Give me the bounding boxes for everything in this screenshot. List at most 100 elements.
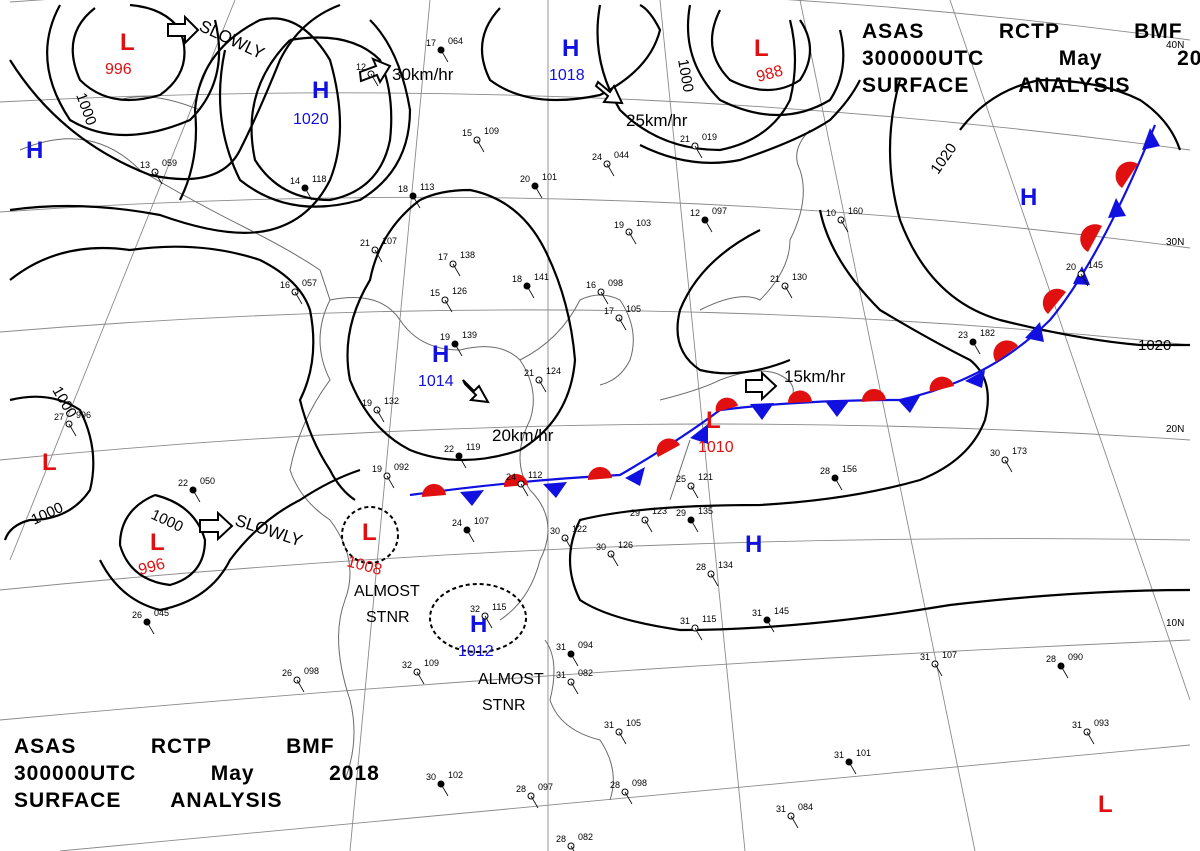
station-pressure: 050 — [200, 476, 215, 486]
wind-barb — [294, 291, 303, 305]
dashed-isobar — [341, 506, 399, 564]
station-temp: 21 — [524, 368, 534, 378]
wind-barb — [1080, 273, 1089, 287]
isobar — [596, 4, 797, 152]
wind-barb — [690, 519, 699, 533]
station-pressure: 059 — [162, 158, 177, 168]
station-pressure: 122 — [572, 524, 587, 534]
station-report: 18 141 — [512, 272, 549, 299]
station-pressure: 090 — [1068, 652, 1083, 662]
wind-barb — [644, 519, 653, 533]
station-report: 20 101 — [520, 172, 557, 199]
motion-label: 15km/hr — [784, 367, 846, 386]
stationary-label: ALMOST — [478, 671, 544, 688]
station-pressure: 102 — [448, 770, 463, 780]
station-report: 20 145 — [1066, 260, 1103, 287]
front-line — [409, 124, 1157, 497]
latitude-label: 20N — [1166, 424, 1184, 435]
pressure-center-values: 996 1020 1018 988 1014 996 1008 1012 101… — [105, 61, 785, 660]
station-temp: 30 — [990, 448, 1000, 458]
high-center: H — [745, 531, 762, 558]
arrow-icon — [358, 57, 392, 85]
low-center: L — [754, 35, 769, 62]
station-report: 28 098 — [610, 778, 647, 805]
station-temp: 28 — [556, 834, 566, 844]
center-pressure: 1018 — [549, 67, 585, 84]
station-temp: 31 — [556, 670, 566, 680]
station-temp: 24 — [452, 518, 462, 528]
station-pressure: 057 — [302, 278, 317, 288]
wind-barb — [68, 423, 77, 437]
arrow-icon — [745, 370, 778, 402]
station-report: 29 135 — [676, 506, 713, 533]
wind-barb — [376, 409, 385, 423]
isobar — [250, 36, 393, 202]
wind-barb — [790, 815, 799, 829]
station-pressure: 105 — [626, 304, 641, 314]
map-header-bottom: ASAS RCTP BMF 300000UTC May 2018 SURFACE… — [14, 733, 380, 814]
station-pressure: 101 — [856, 748, 871, 758]
station-report: 31 105 — [604, 718, 641, 745]
latitude-label: 10N — [1166, 618, 1184, 629]
wind-barb — [146, 621, 155, 635]
station-temp: 18 — [398, 184, 408, 194]
wind-barb — [520, 483, 529, 497]
wind-barb — [440, 49, 449, 63]
station-pressure: 173 — [1012, 446, 1027, 456]
station-temp: 32 — [470, 604, 480, 614]
station-pressure: 145 — [774, 606, 789, 616]
station-temp: 12 — [690, 208, 700, 218]
header-line-3: SURFACE ANALYSIS — [14, 789, 283, 812]
station-report: 30 102 — [426, 770, 463, 797]
center-pressure: 1012 — [458, 643, 494, 660]
movement-arrows — [167, 14, 778, 542]
latitude-label: 40N — [1166, 40, 1184, 51]
station-report: 13 059 — [140, 158, 177, 185]
station-temp: 22 — [444, 444, 454, 454]
station-report: 16 057 — [280, 278, 317, 305]
wind-barb — [690, 485, 699, 499]
wind-barb — [972, 341, 981, 355]
station-report: 28 082 — [556, 832, 593, 851]
station-temp: 26 — [132, 610, 142, 620]
station-report: 12 — [356, 62, 379, 87]
isobar — [959, 78, 1182, 151]
station-pressure: 045 — [154, 608, 169, 618]
station-report: 10 160 — [826, 206, 863, 233]
station-temp: 31 — [556, 642, 566, 652]
station-report: 24 044 — [592, 150, 629, 177]
wind-barb — [766, 619, 775, 633]
station-report: 31 115 — [680, 614, 716, 641]
center-pressure: 1020 — [293, 111, 329, 128]
station-temp: 22 — [178, 478, 188, 488]
station-temp: 24 — [592, 152, 602, 162]
wind-barb — [458, 455, 467, 469]
stationary-labels: ALMOST STNR ALMOST STNR — [354, 583, 544, 714]
station-pressure: 119 — [466, 442, 480, 452]
high-center: H — [562, 35, 579, 62]
station-report: 17 105 — [604, 304, 641, 331]
wind-barb — [412, 195, 421, 209]
station-report: 31 084 — [776, 802, 813, 829]
map-header-top: ASAS RCTP BMF 300000UTC May 2018 SURFACE… — [862, 18, 1200, 99]
station-report: 17 138 — [438, 250, 475, 277]
wind-barb — [538, 379, 547, 393]
station-pressure: 084 — [798, 802, 813, 812]
station-temp: 14 — [290, 176, 300, 186]
center-pressure: 996 — [137, 556, 167, 579]
warm-front-symbols — [421, 161, 1138, 497]
high-center: H — [312, 77, 329, 104]
station-report: 32 109 — [402, 658, 439, 685]
cold-front-symbols — [460, 128, 1160, 506]
wind-barb — [1086, 731, 1095, 745]
station-report: 17 064 — [426, 36, 463, 63]
wind-barb — [694, 627, 703, 641]
high-center: H — [26, 137, 43, 164]
isobar — [46, 4, 221, 137]
station-report: 22 119 — [444, 442, 480, 469]
center-pressure: 996 — [105, 61, 132, 78]
isobar — [99, 468, 361, 612]
header-line-1: ASAS RCTP BMF — [14, 735, 335, 758]
